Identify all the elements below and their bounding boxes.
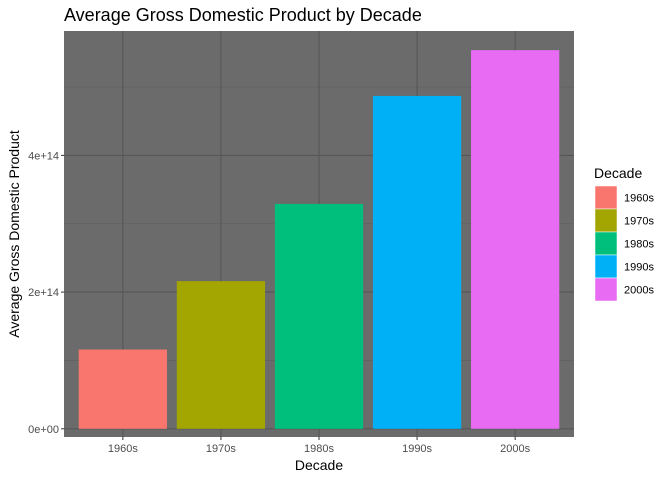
x-tick-label: 2000s [500,443,530,455]
y-axis: 0e+00 2e+14 4e+14 [28,150,64,436]
y-axis-title: Average Gross Domestic Product [6,130,22,338]
legend-title: Decade [594,165,642,181]
x-tick-label: 1980s [304,443,334,455]
bar-2000s [471,50,560,429]
bars [78,50,560,429]
legend-key-1970s [594,208,618,233]
bar-1970s [176,281,266,429]
legend-key-2000s [594,277,618,302]
legend-key-1980s [594,231,618,256]
legend-label-1990s: 1990s [624,262,654,274]
y-tick-label: 4e+14 [28,150,59,162]
x-tick-label: 1960s [108,443,138,455]
bar-1960s [78,349,167,429]
x-tick-label: 1990s [402,443,432,455]
x-axis-title: Decade [295,457,343,473]
legend-label-1960s: 1960s [624,193,654,205]
x-axis: 1960s 1970s 1980s 1990s 2000s [108,437,531,455]
legend: Decade 1960s 1970s 1980s 1990s 2000s [594,165,654,302]
y-tick-label: 2e+14 [28,287,59,299]
bar-1990s [372,95,462,429]
legend-label-2000s: 2000s [624,285,654,297]
bar-1980s [274,203,364,429]
legend-label-1970s: 1970s [624,216,654,228]
legend-items: 1960s 1970s 1980s 1990s 2000s [594,185,654,302]
legend-label-1980s: 1980s [624,239,654,251]
y-tick-label: 0e+00 [28,424,59,436]
legend-key-1990s [594,254,618,279]
x-tick-label: 1970s [206,443,236,455]
legend-key-1960s [594,185,618,210]
chart-title: Average Gross Domestic Product by Decade [64,5,422,25]
